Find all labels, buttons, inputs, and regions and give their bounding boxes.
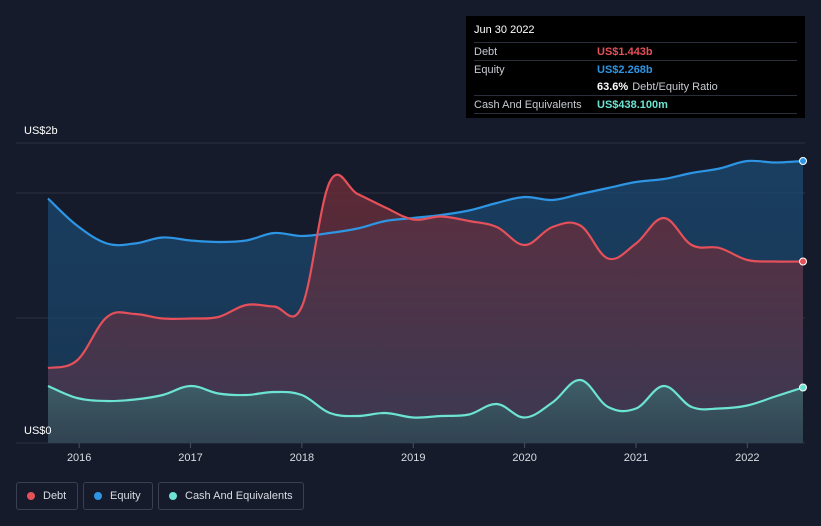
legend-debt-label: Debt [43, 490, 67, 502]
y-axis-bottom-label: US$0 [24, 425, 52, 437]
debt-line [47, 173, 804, 370]
debt-legend-dot [27, 492, 35, 500]
cash-and-equivalents-line [47, 378, 804, 419]
series-lines [47, 159, 804, 419]
tooltip-ratio-value: 63.6% [597, 80, 629, 93]
equity-legend-dot [94, 492, 102, 500]
tooltip-cash-value: US$438.100m [597, 98, 668, 111]
y-axis-top-label: US$2b [24, 125, 58, 137]
equity-line [47, 159, 804, 247]
tooltip-equity-row: Equity US$2.268b [474, 60, 797, 78]
x-tick-label-2019: 2019 [401, 452, 425, 464]
legend-debt[interactable]: Debt [16, 482, 78, 510]
tooltip-ratio-row: 63.6% Debt/Equity Ratio [474, 78, 797, 95]
debt-end-marker [799, 257, 807, 266]
x-tick-label-2017: 2017 [178, 452, 202, 464]
data-tooltip: Jun 30 2022 Debt US$1.443b Equity US$2.2… [466, 16, 805, 118]
cash-legend-dot [169, 492, 177, 500]
tooltip-cash-label: Cash And Equivalents [474, 98, 582, 111]
x-tick-label-2022: 2022 [735, 452, 759, 464]
legend-equity-label: Equity [110, 490, 141, 502]
tooltip-debt-row: Debt US$1.443b [474, 42, 797, 60]
tooltip-date: Jun 30 2022 [474, 24, 535, 36]
tooltip-debt-label: Debt [474, 45, 498, 58]
x-axis: 2016 2017 2018 2019 2020 2021 2022 [67, 443, 760, 464]
legend-equity[interactable]: Equity [83, 482, 153, 510]
x-tick-label-2018: 2018 [290, 452, 314, 464]
tooltip-cash-row: Cash And Equivalents US$438.100m [474, 95, 797, 114]
tooltip-equity-label: Equity [474, 63, 505, 76]
tooltip-debt-value: US$1.443b [597, 45, 653, 58]
cash-and-equivalents-end-marker [799, 383, 807, 392]
tooltip-equity-value: US$2.268b [597, 63, 653, 76]
x-tick-label-2021: 2021 [624, 452, 648, 464]
series-areas [48, 160, 803, 444]
x-tick-label-2020: 2020 [512, 452, 536, 464]
legend-cash[interactable]: Cash And Equivalents [158, 482, 304, 510]
debt-area [48, 174, 803, 443]
tooltip-ratio-label: Debt/Equity Ratio [632, 80, 718, 93]
equity-end-marker [799, 157, 807, 165]
legend-cash-label: Cash And Equivalents [185, 490, 293, 502]
end-markers [799, 157, 807, 392]
x-tick-label-2016: 2016 [67, 452, 91, 464]
